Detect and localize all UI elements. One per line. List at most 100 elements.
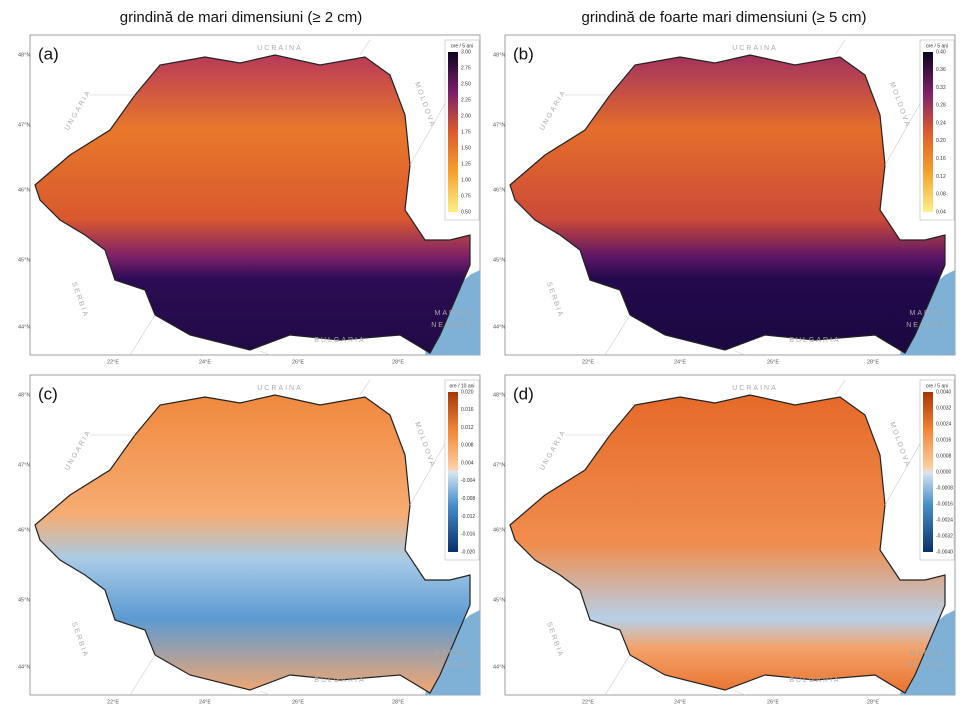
lat-label: 45°N [493, 257, 505, 263]
borders [90, 379, 451, 696]
colorbar-tick: 1.25 [461, 161, 471, 167]
lon-label: 28°E [867, 699, 879, 705]
map-panel: (a) UCRAINAMOLDOVAUNGARIASERBIABULGARIAMA… [18, 34, 481, 365]
colorbar-tick: 0.0008 [936, 453, 952, 459]
lon-label: 28°E [392, 359, 404, 365]
colorbar [448, 392, 458, 552]
panel-label: (c) [38, 384, 58, 403]
panel-title: grindină de foarte mari dimensiuni (≥ 5 … [581, 9, 866, 26]
colorbar-tick: 0.012 [461, 425, 474, 431]
lon-label: 28°E [867, 359, 879, 365]
colorbar-tick: 0.020 [461, 389, 474, 395]
lat-label: 47°N [18, 122, 30, 128]
lon-label: 28°E [392, 699, 404, 705]
map-label: UCRAINA [732, 385, 778, 392]
colorbar-tick: 0.24 [936, 120, 946, 126]
map-panel: (c) UCRAINAMOLDOVAUNGARIASERBIABULGARIAMA… [18, 374, 481, 705]
lat-label: 46°N [18, 527, 30, 533]
colorbar-tick: 0.28 [936, 103, 946, 109]
colorbar-tick: 0.08 [936, 192, 946, 198]
colorbar-unit: ore / 5 ani [926, 43, 948, 49]
colorbar [923, 52, 933, 212]
colorbar-tick: 3.00 [461, 49, 471, 55]
map-panel: (d) UCRAINAMOLDOVAUNGARIASERBIABULGARIAMA… [493, 374, 956, 705]
colorbar-tick: 0.004 [461, 460, 474, 466]
map-label: BULGARIA [314, 677, 365, 684]
colorbar-tick: 1.00 [461, 177, 471, 183]
map-label: UCRAINA [257, 45, 303, 52]
colorbar-tick: -0.0040 [936, 549, 953, 555]
lat-label: 48°N [493, 52, 505, 58]
panel-label: (a) [38, 44, 59, 63]
colorbar-tick: -0.008 [461, 496, 475, 502]
lon-label: 22°E [107, 359, 119, 365]
map-label: BULGARIA [789, 337, 840, 344]
colorbar-tick: -0.0016 [936, 501, 953, 507]
colorbar-tick: -0.020 [461, 549, 475, 555]
colorbar-tick: 1.75 [461, 129, 471, 135]
colorbar-tick: 0.50 [461, 209, 471, 215]
colorbar-tick: 0.0040 [936, 389, 952, 395]
lon-label: 22°E [582, 359, 594, 365]
map-label: MAREA [435, 310, 470, 317]
map-label: NEAGRĂ [906, 660, 948, 669]
lat-label: 45°N [18, 257, 30, 263]
colorbar-tick: -0.012 [461, 514, 475, 520]
map-label: UCRAINA [732, 45, 778, 52]
borders [565, 39, 926, 356]
colorbar-unit: ore / 10 ani [449, 383, 474, 389]
lon-label: 26°E [292, 359, 304, 365]
map-label: NEAGRĂ [431, 320, 473, 329]
lat-label: 47°N [493, 122, 505, 128]
colorbar-unit: ore / 5 ani [451, 43, 473, 49]
panel-title: grindină de mari dimensiuni (≥ 2 cm) [120, 9, 363, 26]
lat-label: 46°N [493, 187, 505, 193]
colorbar-tick: -0.004 [461, 478, 475, 484]
lat-label: 48°N [18, 52, 30, 58]
lat-label: 47°N [493, 462, 505, 468]
lon-label: 26°E [767, 699, 779, 705]
map-label: MAREA [910, 650, 945, 657]
lat-label: 48°N [18, 392, 30, 398]
map-label: NEAGRĂ [431, 660, 473, 669]
map-label: MAREA [435, 650, 470, 657]
map-label: BULGARIA [314, 337, 365, 344]
colorbar-tick: 2.25 [461, 97, 471, 103]
lat-label: 44°N [18, 664, 30, 670]
colorbar-tick: 0.20 [936, 138, 946, 144]
colorbar-tick: 0.32 [936, 85, 946, 91]
colorbar-tick: -0.0024 [936, 517, 953, 523]
colorbar [448, 52, 458, 212]
colorbar-tick: 0.36 [936, 67, 946, 73]
panels: (a) UCRAINAMOLDOVAUNGARIASERBIABULGARIAMA… [18, 34, 956, 705]
lat-label: 44°N [18, 324, 30, 330]
colorbar-tick: -0.0032 [936, 533, 953, 539]
colorbar [923, 392, 933, 552]
lat-label: 48°N [493, 392, 505, 398]
colorbar-tick: 0.016 [461, 407, 474, 413]
colorbar-tick: 2.50 [461, 81, 471, 87]
map-label: NEAGRĂ [906, 320, 948, 329]
lat-label: 45°N [18, 597, 30, 603]
colorbar-tick: 0.008 [461, 443, 474, 449]
panel-label: (b) [513, 44, 534, 63]
colorbar-unit: ore / 5 ani [926, 383, 948, 389]
lat-label: 45°N [493, 597, 505, 603]
colorbar-tick: -0.0008 [936, 485, 953, 491]
lon-label: 26°E [767, 359, 779, 365]
colorbar-tick: 1.50 [461, 145, 471, 151]
lon-label: 24°E [199, 699, 211, 705]
lat-label: 46°N [18, 187, 30, 193]
lon-label: 24°E [199, 359, 211, 365]
lat-label: 44°N [493, 664, 505, 670]
map-label: BULGARIA [789, 677, 840, 684]
colorbar-tick: 0.04 [936, 209, 946, 215]
panel-label: (d) [513, 384, 534, 403]
lat-label: 44°N [493, 324, 505, 330]
borders [90, 39, 451, 356]
lat-label: 46°N [493, 527, 505, 533]
colorbar-tick: 0.0000 [936, 469, 952, 475]
colorbar-tick: 0.12 [936, 174, 946, 180]
borders [565, 379, 926, 696]
